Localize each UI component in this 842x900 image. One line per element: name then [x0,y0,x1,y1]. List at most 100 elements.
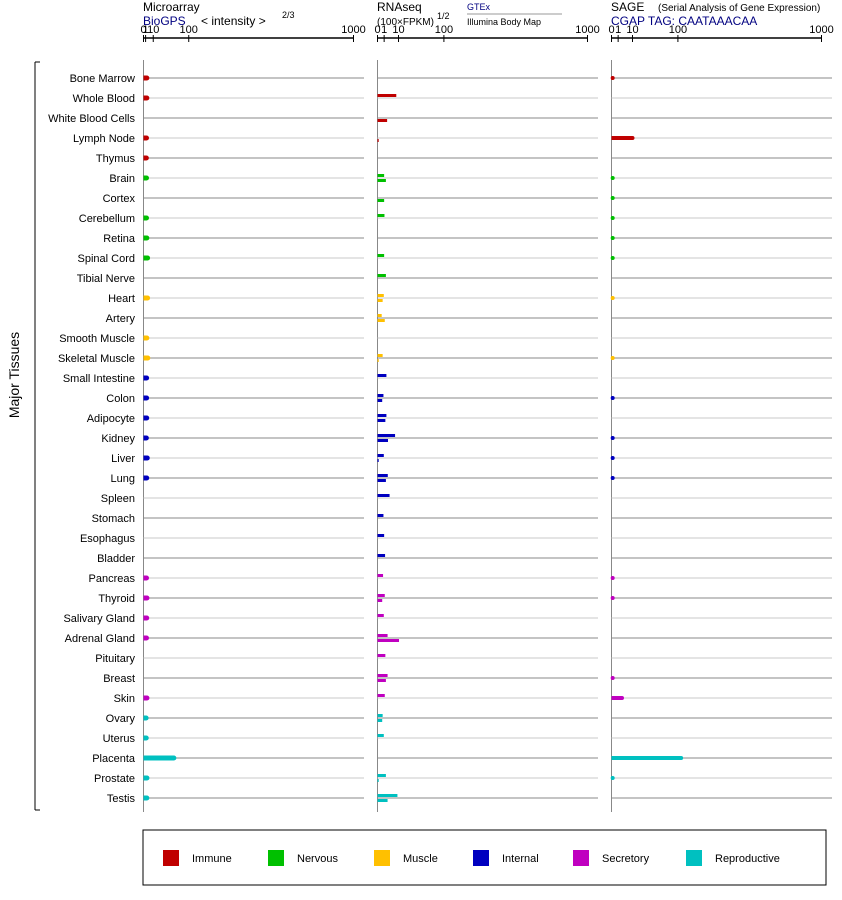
bar [377,654,386,657]
tick-label: 1 [381,24,387,36]
bar-cap [144,455,150,461]
legend-swatch [163,850,179,866]
tissue-label: Bladder [97,553,135,565]
tissue-label: Esophagus [80,533,136,545]
legend-label: Internal [502,853,539,865]
tissue-labels: Bone Marrow Whole Blood White Blood Cells L… [48,73,136,805]
tissue-label: Lung [111,473,135,485]
tissue-label: Heart [108,293,135,305]
tissue-label: Pancreas [89,573,136,585]
bar-cap [144,235,150,241]
tick-label: 0 [608,24,614,36]
legend-item-nervous: Nervous [268,850,338,866]
bar [377,394,384,397]
bar [377,679,386,682]
tissue-label: Skin [114,693,135,705]
bar-cap [144,475,150,481]
bar [377,94,397,97]
panel-2: 0 1 10 100 1000 [608,24,834,812]
bar-cap [144,75,150,81]
bar [377,274,386,277]
bar [377,494,390,497]
bar [377,674,388,677]
bar [377,694,385,697]
tick-label: 10 [392,24,404,36]
tissue-label: Spleen [101,493,135,505]
bar [377,294,384,297]
bar [377,399,383,402]
sage-tag: CGAP TAG: CAATAAACAA [611,14,757,28]
tissue-label: Smooth Muscle [59,333,135,345]
bar-cap [145,295,151,301]
bar [377,634,388,637]
bar-cap [610,296,615,300]
legend-label: Nervous [297,853,338,865]
tissue-label: Uterus [103,733,136,745]
bar [377,794,398,797]
tick-label: 1 [615,24,621,36]
rnaseq-exponent: 1/2 [437,11,450,21]
bar [377,254,385,257]
bar-cap [145,255,151,261]
bar-cap [144,615,150,621]
legend-item-internal: Internal [473,850,539,866]
tick-label: 100 [669,24,687,36]
bar-cap [143,175,149,181]
tissue-label: Breast [103,673,135,685]
bar [611,696,622,700]
bar-cap [610,176,615,180]
tissue-label: Spinal Cord [78,253,135,265]
bar-cap [620,696,624,700]
bar [377,319,385,322]
microarray-title: Microarray [143,0,200,14]
legend-label: Muscle [403,853,438,865]
bar [611,136,633,140]
legend-label: Reproductive [715,853,780,865]
legend-label: Immune [192,853,232,865]
tick-label: 1000 [575,24,599,36]
legend-item-reproductive: Reproductive [686,850,780,866]
legend-swatch [473,850,489,866]
bar [377,139,379,142]
tissue-label: Small Intestine [63,373,135,385]
tissue-label: Adipocyte [87,413,135,425]
tissue-label: Bone Marrow [70,73,135,85]
bar-cap [144,95,150,101]
bar-cap [144,335,150,341]
bar [377,714,383,717]
tick-label: 10 [147,24,159,36]
panel-1: 0 1 10 100 1000 [374,24,600,812]
legend: Immune Nervous Muscle Internal Secretory Repr… [142,829,827,886]
tick-label: 1000 [341,24,365,36]
legend-item-secretory: Secretory [573,850,650,866]
rnaseq-source-illumina: Illumina Body Map [467,17,541,27]
tissue-label: Retina [103,233,136,245]
bar [377,599,383,602]
series-microarray [143,75,177,801]
microarray-source: BioGPS [143,14,186,28]
bar-cap [144,375,150,381]
series-sage [610,76,684,780]
bar-cap [610,776,615,780]
bar [377,179,386,182]
tissue-label: Liver [111,453,135,465]
rnaseq-source-gtex: GTEx [467,2,491,12]
legend-swatch [374,850,390,866]
bar-cap [143,135,149,141]
tissue-label: Colon [106,393,135,405]
bar [377,639,400,642]
tissue-label: Placenta [92,753,136,765]
bar-cap [144,595,150,601]
bar [377,439,388,442]
bar [377,354,383,357]
tissue-label: Testis [107,793,136,805]
legend-box [142,829,827,886]
bar-cap [144,395,150,401]
tissue-axis-label: Major Tissues [6,332,22,418]
rnaseq-metric: (100×FPKM) [377,17,434,28]
bar [377,434,396,437]
bar-cap [143,215,149,221]
